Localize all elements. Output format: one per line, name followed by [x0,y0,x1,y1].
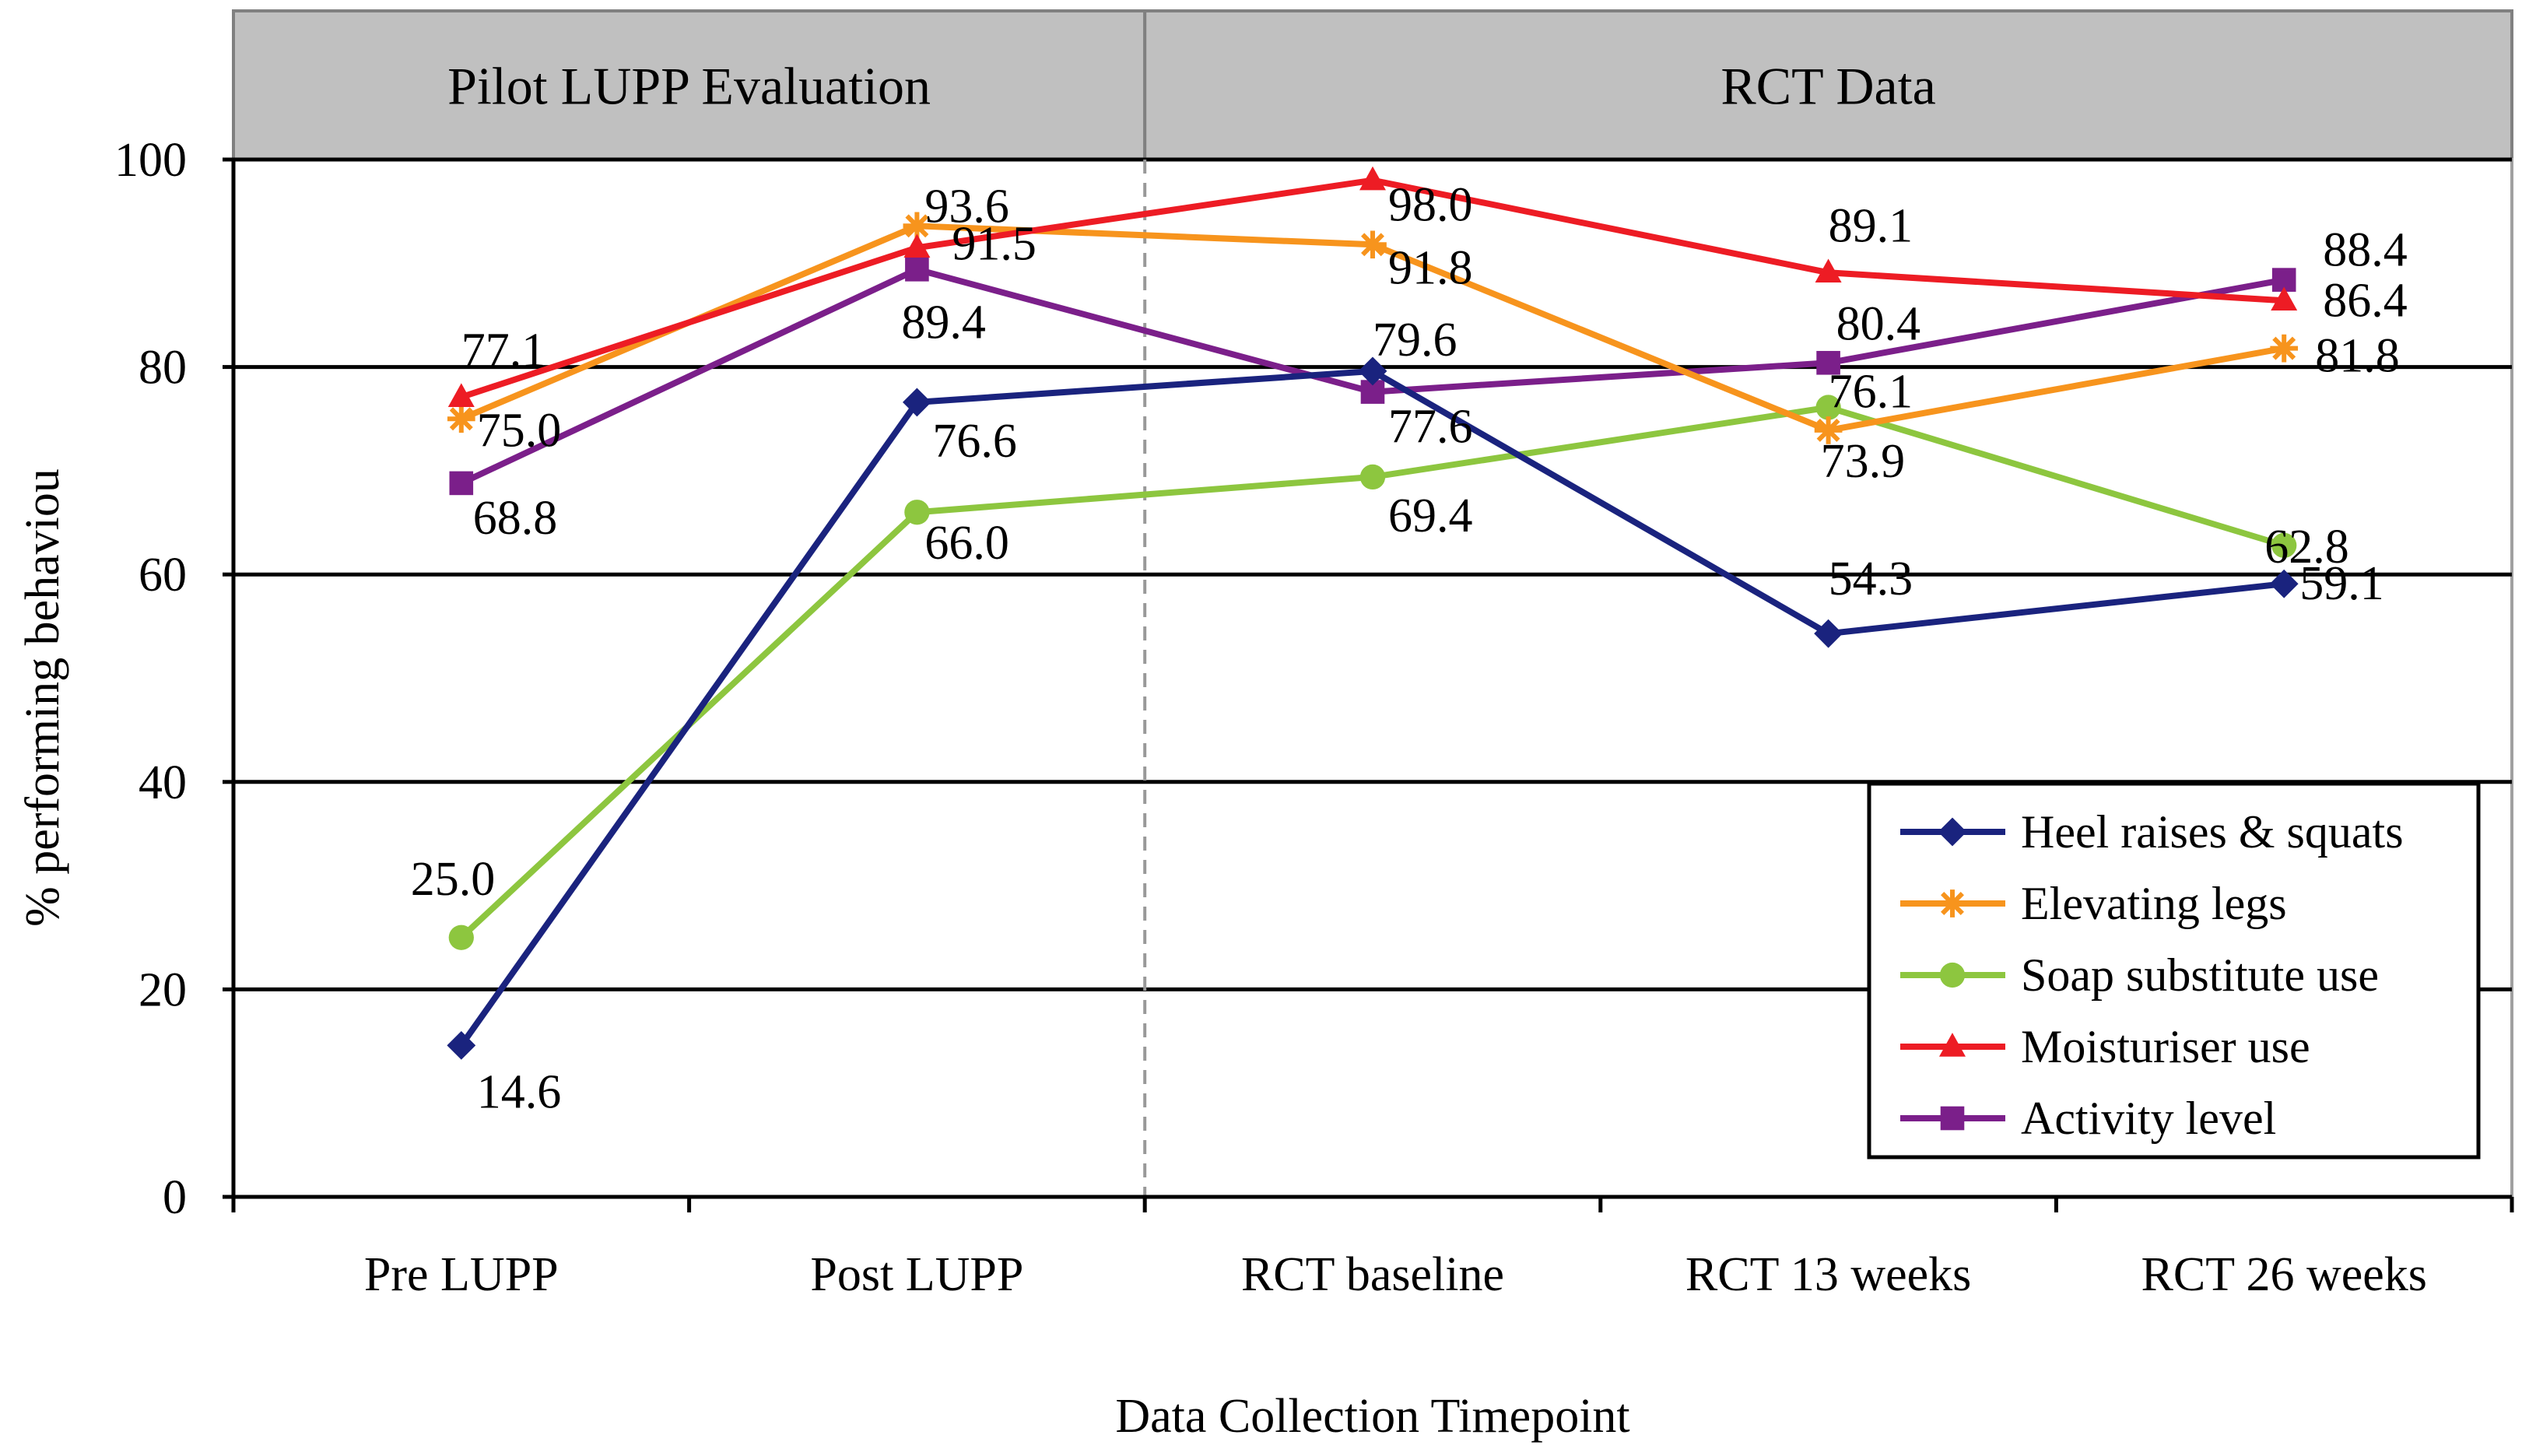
data-point [904,500,930,525]
data-point [1814,619,1843,648]
data-label: 77.1 [461,324,546,377]
data-label: 86.4 [2323,274,2408,327]
axes: 0 20 40 60 80 100 Pre LUPP Post LUPP RCT baselin… [114,134,2514,1301]
data-point [447,1030,476,1060]
data-label: 80.4 [1836,297,1921,350]
data-point [447,405,475,433]
x-tick-label: Post LUPP [810,1248,1023,1301]
data-point [1359,464,1386,490]
y-tick-label: 0 [163,1171,187,1224]
group-header-label: RCT Data [1721,57,1935,116]
data-label: 81.8 [2315,330,2400,383]
legend-item: Elevating legs [1900,878,2287,929]
y-tick-label: 60 [139,549,187,602]
data-label: 89.1 [1829,199,1913,252]
data-point [447,383,475,408]
data-point [2271,286,2298,311]
series-activity-level [449,257,2296,496]
legend-marker [1938,889,1966,917]
legend-box [1867,781,2481,1160]
data-point [1815,395,1841,420]
series-heel-raises-squats [447,356,2299,1060]
legend-item: Soap substitute use [1900,949,2379,1001]
legend-label: Soap substitute use [2021,949,2379,1001]
data-point [2270,334,2299,363]
data-point [448,924,474,950]
data-point [2271,532,2297,559]
data-label: 79.6 [1373,314,1457,367]
data-label: 62.8 [2264,521,2349,574]
y-tick-label: 100 [114,134,187,187]
data-point [1359,166,1386,191]
x-tick-label: Pre LUPP [364,1248,559,1301]
y-tick-label: 20 [139,963,187,1016]
data-label: 89.4 [901,296,986,349]
data-label: 73.9 [1821,435,1906,488]
data-point [902,388,931,417]
data-label: 68.8 [473,492,558,545]
data-label: 59.1 [2299,557,2384,610]
group-header-band: Pilot LUPP Evaluation RCT Data [232,9,2513,161]
y-tick-label: 80 [139,342,187,395]
data-point [1816,350,1840,375]
legend-marker [1939,962,1966,988]
data-label: 77.6 [1388,401,1473,454]
legend-item: Activity level [1900,1093,2276,1144]
x-tick-label: RCT baseline [1241,1248,1504,1301]
group-header-cell [232,9,1147,161]
x-tick-label: RCT 26 weeks [2141,1248,2426,1301]
data-label: 98.0 [1388,179,1473,232]
data-label: 25.0 [411,853,496,906]
legend-item: Moisturiser use [1900,1021,2310,1072]
x-axis-title: Data Collection Timepoint [1115,1390,1629,1443]
legend-marker [1939,1033,1966,1057]
legend-label: Moisturiser use [2021,1021,2310,1072]
legend-marker [1938,817,1967,847]
data-point [905,257,929,282]
data-labels: 14.6 76.6 79.6 54.3 59.1 75.0 93.6 91.8 73.9 81.8… [411,179,2408,1119]
series-lines [447,166,2299,1060]
data-point [2269,569,2299,598]
data-label: 76.6 [932,415,1017,468]
data-label: 75.0 [477,404,562,457]
data-label: 91.5 [952,217,1037,270]
y-axis-title: % performing behaviou [16,468,69,927]
data-label: 66.0 [924,517,1009,570]
data-point [1359,230,1387,259]
data-label: 88.4 [2323,224,2408,277]
legend-item: Heel raises & squats [1900,806,2404,858]
series-moisturiser-use [447,166,2298,408]
series-elevating-legs [447,212,2299,444]
group-header-label: Pilot LUPP Evaluation [447,57,931,116]
legend-label: Heel raises & squats [2021,806,2404,858]
data-point [903,212,931,240]
legend-label: Activity level [2021,1093,2276,1144]
data-point [1815,258,1842,283]
group-header-cell [1143,9,2513,161]
legend: Heel raises & squats Elevating legs Soap s… [1867,781,2481,1160]
data-label: 14.6 [477,1065,562,1118]
data-point [1814,416,1843,444]
series-soap-substitute-use [448,395,2297,950]
y-tick-label: 40 [139,756,187,809]
data-label: 91.8 [1388,241,1473,294]
data-label: 93.6 [924,180,1009,233]
data-point [1358,356,1387,386]
x-tick-label: RCT 13 weeks [1685,1248,1971,1301]
data-label: 69.4 [1388,489,1473,542]
data-label: 76.1 [1829,366,1913,419]
legend-label: Elevating legs [2021,878,2287,929]
data-label: 54.3 [1829,553,1913,605]
legend-marker [1940,1106,1965,1131]
data-point [903,233,931,258]
data-point [449,471,474,496]
